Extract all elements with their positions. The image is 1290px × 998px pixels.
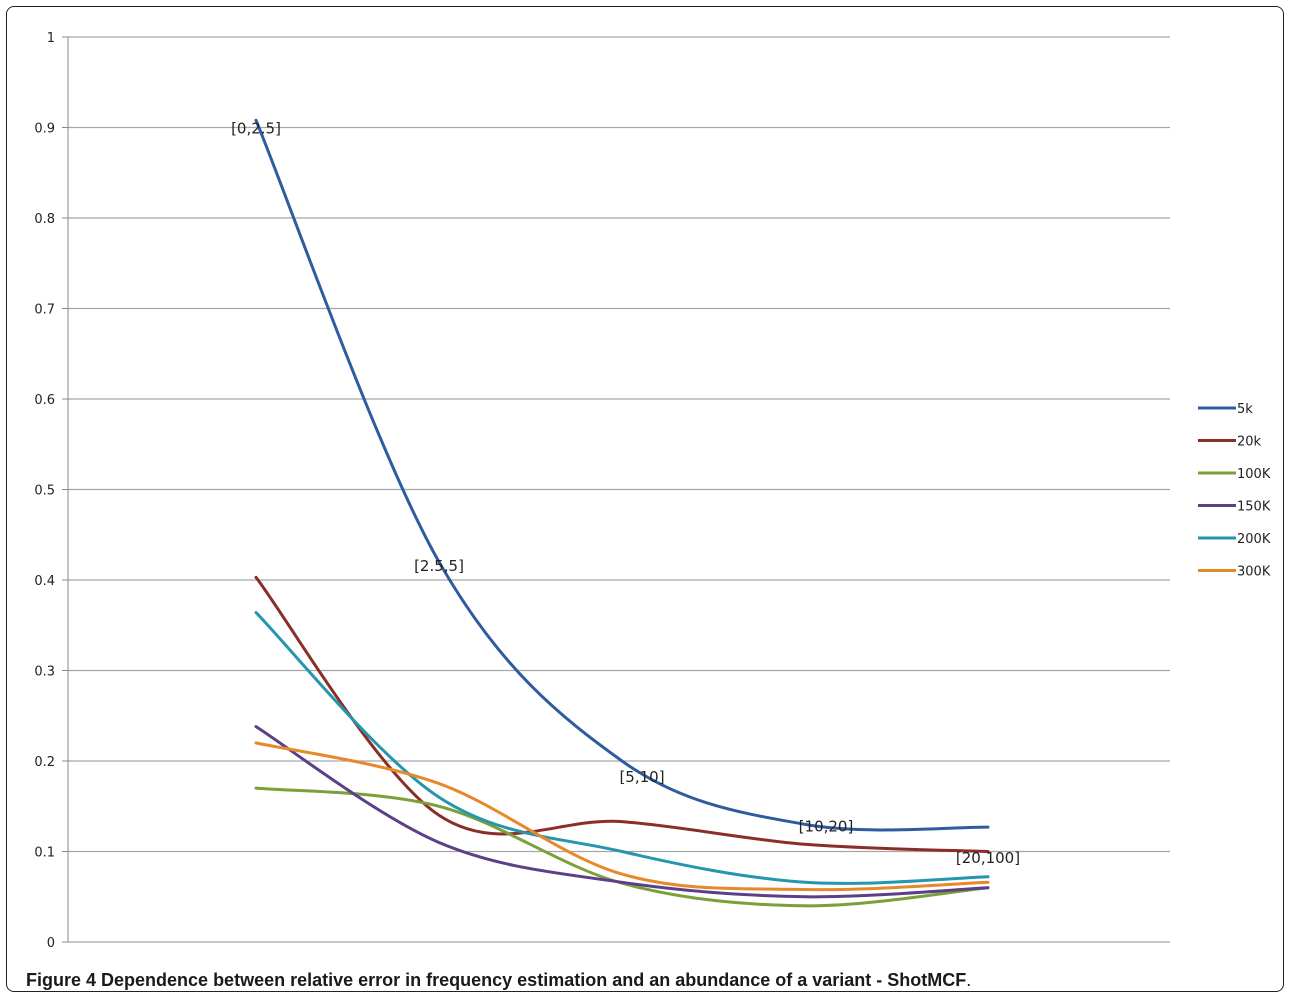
y-tick-label: 1 [47, 31, 55, 46]
legend-label: 150K [1237, 500, 1271, 515]
y-tick-label: 0.9 [34, 122, 55, 137]
series-line-20k [254, 575, 990, 853]
series-line-200k [254, 611, 990, 885]
y-tick-label: 0.7 [34, 303, 55, 318]
y-tick-label: 0.4 [34, 574, 55, 589]
legend-label: 5k [1237, 402, 1253, 417]
category-label: [0,2.5] [231, 119, 281, 137]
legend-label: 20k [1237, 435, 1262, 450]
y-tick-label: 0.2 [34, 755, 55, 770]
legend: 5k 20k 100K 150K 200K 300K [1198, 402, 1271, 580]
series-line-5k [254, 118, 990, 832]
category-label: [2.5,5] [414, 557, 464, 575]
category-labels: [0,2.5] [2.5,5] [5,10] [10,20] [20,100] [231, 119, 1020, 867]
category-label: [20,100] [956, 849, 1020, 867]
figure-title: Dependence between relative error in fre… [101, 970, 967, 990]
legend-label: 200K [1237, 532, 1271, 547]
legend-label: 100K [1237, 467, 1271, 482]
figure-caption-end: . [966, 970, 972, 990]
series-line-300k [254, 741, 990, 892]
figure-caption: Figure 4 Dependence between relative err… [26, 970, 971, 991]
legend-label: 300K [1237, 565, 1271, 580]
figure-number: Figure 4 [26, 970, 97, 990]
y-tick-label: 0 [47, 936, 55, 951]
gridlines [68, 36, 1170, 943]
series-lines [254, 118, 990, 908]
y-tick-label: 0.3 [34, 665, 55, 680]
y-tick-label: 0.1 [34, 846, 55, 861]
y-axis: 0 0.1 0.2 0.3 0.4 0.5 0.6 0.7 0.8 0.9 1 [34, 31, 69, 951]
category-label: [5,10] [619, 768, 664, 786]
y-tick-label: 0.6 [34, 393, 55, 408]
series-line-150k [254, 725, 990, 899]
category-label: [10,20] [799, 817, 854, 835]
y-tick-label: 0.8 [34, 212, 55, 227]
figure-frame [6, 6, 1284, 992]
y-tick-label: 0.5 [34, 484, 55, 499]
